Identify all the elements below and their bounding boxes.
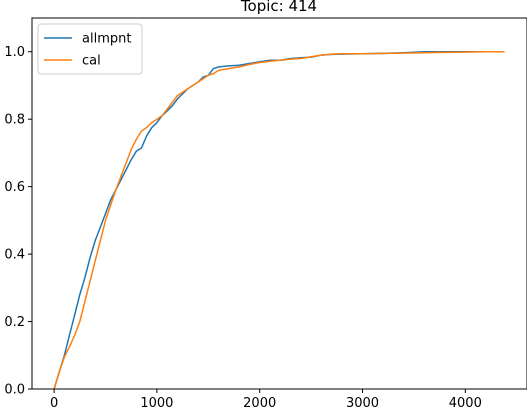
legend-label-0: allmpnt (82, 32, 131, 47)
legend-box (37, 23, 143, 75)
series-line-1 (53, 50, 505, 390)
y-tick-label: 0.2 (4, 315, 25, 330)
axes: 0 1000 2000 3000 4000 0.0 0.2 0.4 0.6 0.8 1.0 (4, 17, 527, 411)
x-tick-label: 4000 (449, 396, 482, 411)
x-tick-label: 1000 (140, 396, 173, 411)
x-tick-label: 2000 (243, 396, 276, 411)
y-tick-label: 0.8 (4, 113, 25, 128)
y-tick-label: 0.6 (4, 180, 25, 195)
legend-label-1: cal (82, 54, 101, 69)
x-tick-label: 3000 (346, 396, 379, 411)
series-line-0 (53, 50, 505, 390)
chart-title: Topic: 414 (240, 0, 317, 15)
plot-area (53, 50, 505, 390)
axes-frame (31, 17, 527, 390)
legend: allmpnt cal (37, 23, 143, 75)
y-tick-label: 1.0 (4, 45, 25, 60)
y-tick-label: 0.0 (4, 383, 25, 398)
y-tick-label: 0.4 (4, 248, 25, 263)
x-tick-label: 0 (50, 396, 58, 411)
